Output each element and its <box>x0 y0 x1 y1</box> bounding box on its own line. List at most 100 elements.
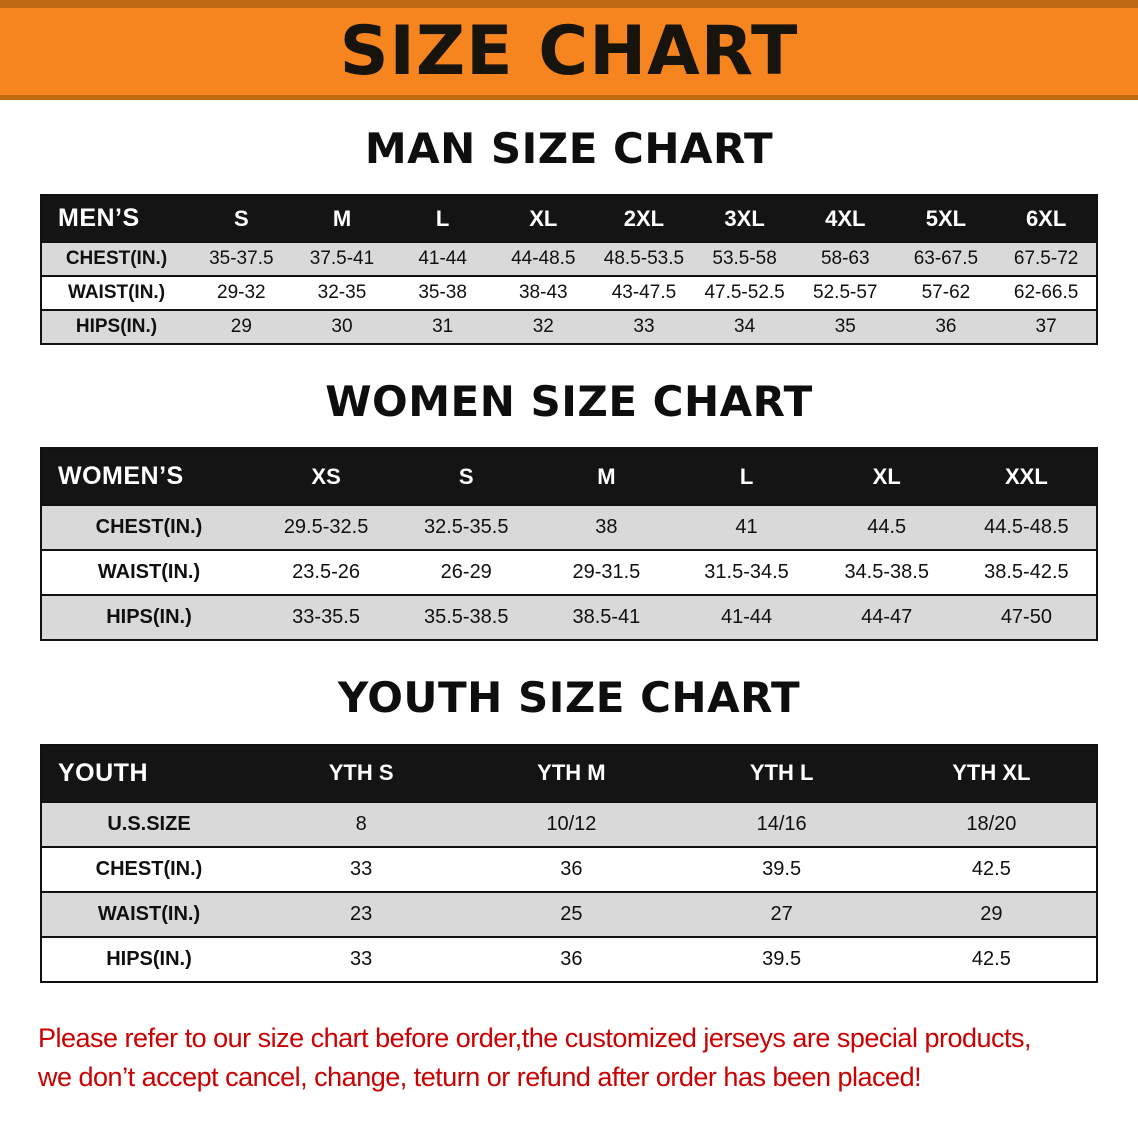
size-value: 43-47.5 <box>611 282 677 304</box>
size-value: 44-48.5 <box>511 248 576 270</box>
table-corner-label: MEN’S <box>41 195 191 243</box>
size-column-header: XL <box>816 448 957 506</box>
size-value: 63-67.5 <box>913 248 979 270</box>
table-row: HIPS(IN.) 33 36 39.5 42.5 <box>41 936 1097 982</box>
footer-note-line1: Please refer to our size chart before or… <box>38 1022 1032 1053</box>
size-value: 38 <box>595 516 618 539</box>
size-value: 29 <box>980 902 1003 925</box>
row-label: WAIST(IN.) <box>97 561 201 584</box>
size-value: 23 <box>350 902 373 925</box>
size-column-header: YTH M <box>466 744 677 802</box>
size-value: 41 <box>735 516 758 539</box>
size-value: 29 <box>230 316 252 338</box>
table-header-row: YOUTH YTH S YTH M YTH L YTH XL <box>41 744 1097 802</box>
size-value: 44-47 <box>861 606 913 629</box>
table-row: CHEST(IN.) 35-37.5 37.5-41 41-44 44-48.5 48.5… <box>41 242 1097 277</box>
size-value: 34.5-38.5 <box>844 561 929 584</box>
footer-note: Please refer to our size chart before or… <box>38 1019 1102 1097</box>
size-value: 57-62 <box>921 282 971 304</box>
size-value: 38.5-41 <box>572 606 641 629</box>
row-label: CHEST(IN.) <box>95 516 203 539</box>
size-value: 42.5 <box>971 857 1011 880</box>
men-size-table: MEN’S S M L XL 2XL 3XL 4XL 5XL 6XL CHEST(IN.) 35-37… <box>40 194 1098 346</box>
youth-size-chart-heading: YOUTH SIZE CHART <box>337 673 801 723</box>
row-label: WAIST(IN.) <box>97 902 201 925</box>
size-column-header: 2XL <box>593 195 695 243</box>
size-value: 31.5-34.5 <box>704 561 789 584</box>
size-column-header: L <box>392 195 493 243</box>
size-value: 36 <box>560 947 583 970</box>
size-value: 35-38 <box>418 282 467 304</box>
size-column-header: 6XL <box>996 195 1097 243</box>
row-label: CHEST(IN.) <box>65 248 168 270</box>
size-column-header: 5XL <box>895 195 997 243</box>
size-column-header: XL <box>492 195 594 243</box>
row-label: CHEST(IN.) <box>95 857 203 880</box>
table-row: WAIST(IN.) 29-32 32-35 35-38 38-43 43-47.5 47.… <box>41 276 1097 311</box>
size-value: 32.5-35.5 <box>423 516 509 539</box>
table-corner-label: WOMEN’S <box>41 448 256 506</box>
youth-size-section: YOUTH SIZE CHART YOUTH YTH S YTH M YTH L YTH… <box>0 673 1138 983</box>
row-label: U.S.SIZE <box>107 812 191 835</box>
size-value: 25 <box>560 902 583 925</box>
table-corner-label: YOUTH <box>41 744 256 802</box>
size-column-header: 4XL <box>794 195 896 243</box>
size-value: 33-35.5 <box>292 606 360 629</box>
size-column-header: S <box>191 195 292 243</box>
size-value: 41-44 <box>418 248 467 270</box>
size-value: 27 <box>770 902 793 925</box>
size-column-header: M <box>536 448 677 506</box>
size-value: 26-29 <box>440 561 492 584</box>
size-value: 33 <box>633 316 655 338</box>
row-label: HIPS(IN.) <box>75 316 158 338</box>
size-column-header: YTH XL <box>886 744 1097 802</box>
size-value: 48.5-53.5 <box>603 248 685 270</box>
size-value: 30 <box>331 316 353 338</box>
size-value: 67.5-72 <box>1013 248 1079 270</box>
table-row: WAIST(IN.) 23.5-26 26-29 29-31.5 31.5-34.5 34… <box>41 550 1097 596</box>
size-value: 36 <box>560 857 583 880</box>
size-value: 39.5 <box>762 857 802 880</box>
size-value: 39.5 <box>762 947 802 970</box>
women-size-table: WOMEN’S XS S M L XL XXL CHEST(IN.) 29.5-32.5 32.5… <box>40 447 1098 642</box>
size-value: 52.5-57 <box>813 282 878 304</box>
table-row: CHEST(IN.) 33 36 39.5 42.5 <box>41 846 1097 892</box>
size-column-header: M <box>291 195 393 243</box>
size-value: 44.5 <box>867 516 907 539</box>
size-value: 10/12 <box>546 812 597 835</box>
size-value: 53.5-58 <box>712 248 777 270</box>
size-column-header: YTH L <box>676 744 887 802</box>
size-value: 32-35 <box>317 282 367 304</box>
size-value: 47.5-52.5 <box>704 282 785 304</box>
size-value: 41-44 <box>720 606 773 629</box>
size-column-header: XS <box>256 448 397 506</box>
table-row: WAIST(IN.) 23 25 27 29 <box>41 891 1097 937</box>
size-value: 62-66.5 <box>1013 282 1079 304</box>
size-value: 23.5-26 <box>292 561 360 584</box>
size-value: 33 <box>350 857 373 880</box>
women-size-section: WOMEN SIZE CHART WOMEN’S XS S M L XL XXL CHEST(… <box>0 377 1138 642</box>
size-column-header: S <box>396 448 537 506</box>
women-size-chart-heading: WOMEN SIZE CHART <box>325 377 813 427</box>
table-row: HIPS(IN.) 29 30 31 32 33 34 35 36 37 <box>41 310 1097 345</box>
size-column-header: 3XL <box>694 195 795 243</box>
men-size-section: MAN SIZE CHART MEN’S S M L XL 2XL 3XL 4XL 5XL 6XL… <box>0 125 1138 346</box>
size-value: 33 <box>350 947 373 970</box>
youth-size-table: YOUTH YTH S YTH M YTH L YTH XL U.S.SIZE 8 10/12… <box>40 743 1098 983</box>
table-header-row: MEN’S S M L XL 2XL 3XL 4XL 5XL 6XL <box>41 195 1097 243</box>
size-value: 36 <box>935 316 957 338</box>
size-value: 58-63 <box>820 248 870 270</box>
size-value: 29-31.5 <box>572 561 641 584</box>
size-value: 8 <box>355 812 367 835</box>
size-value: 38.5-42.5 <box>984 561 1069 584</box>
size-value: 35 <box>834 316 856 338</box>
size-value: 29.5-32.5 <box>283 516 369 539</box>
size-value: 18/20 <box>966 812 1017 835</box>
size-value: 37 <box>1035 316 1057 338</box>
size-value: 35-37.5 <box>209 248 274 270</box>
size-value: 31 <box>432 316 454 338</box>
size-value: 34 <box>734 316 756 338</box>
footer-note-line2: we don’t accept cancel, change, teturn o… <box>38 1061 922 1092</box>
table-header-row: WOMEN’S XS S M L XL XXL <box>41 448 1097 506</box>
